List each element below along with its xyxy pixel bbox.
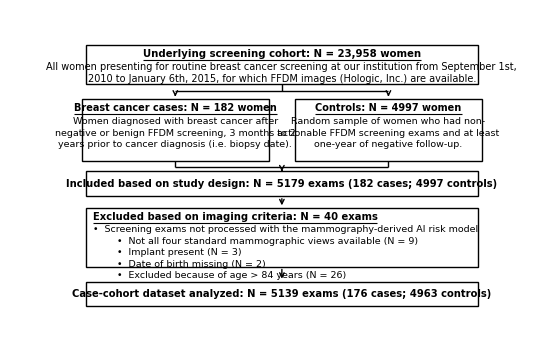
Text: All women presenting for routine breast cancer screening at our institution from: All women presenting for routine breast … xyxy=(47,62,517,84)
FancyBboxPatch shape xyxy=(86,45,478,84)
FancyBboxPatch shape xyxy=(295,100,482,161)
Text: Controls: N = 4997 women: Controls: N = 4997 women xyxy=(315,103,461,113)
Text: Underlying screening cohort: N = 23,958 women: Underlying screening cohort: N = 23,958 … xyxy=(143,49,421,59)
FancyBboxPatch shape xyxy=(81,100,269,161)
FancyBboxPatch shape xyxy=(86,172,478,196)
FancyBboxPatch shape xyxy=(86,282,478,306)
FancyBboxPatch shape xyxy=(86,208,478,267)
Text: Random sample of women who had non-
actionable FFDM screening exams and at least: Random sample of women who had non- acti… xyxy=(277,117,499,149)
Text: Excluded based on imaging criteria: N = 40 exams: Excluded based on imaging criteria: N = … xyxy=(92,212,377,222)
Text: Breast cancer cases: N = 182 women: Breast cancer cases: N = 182 women xyxy=(74,103,277,113)
Text: Included based on study design: N = 5179 exams (182 cases; 4997 controls): Included based on study design: N = 5179… xyxy=(67,179,497,189)
Text: Women diagnosed with breast cancer after
negative or benign FFDM screening, 3 mo: Women diagnosed with breast cancer after… xyxy=(55,117,296,149)
Text: •  Screening exams not processed with the mammography-derived AI risk model
    : • Screening exams not processed with the… xyxy=(92,225,478,280)
Text: Case-cohort dataset analyzed: N = 5139 exams (176 cases; 4963 controls): Case-cohort dataset analyzed: N = 5139 e… xyxy=(72,289,492,299)
